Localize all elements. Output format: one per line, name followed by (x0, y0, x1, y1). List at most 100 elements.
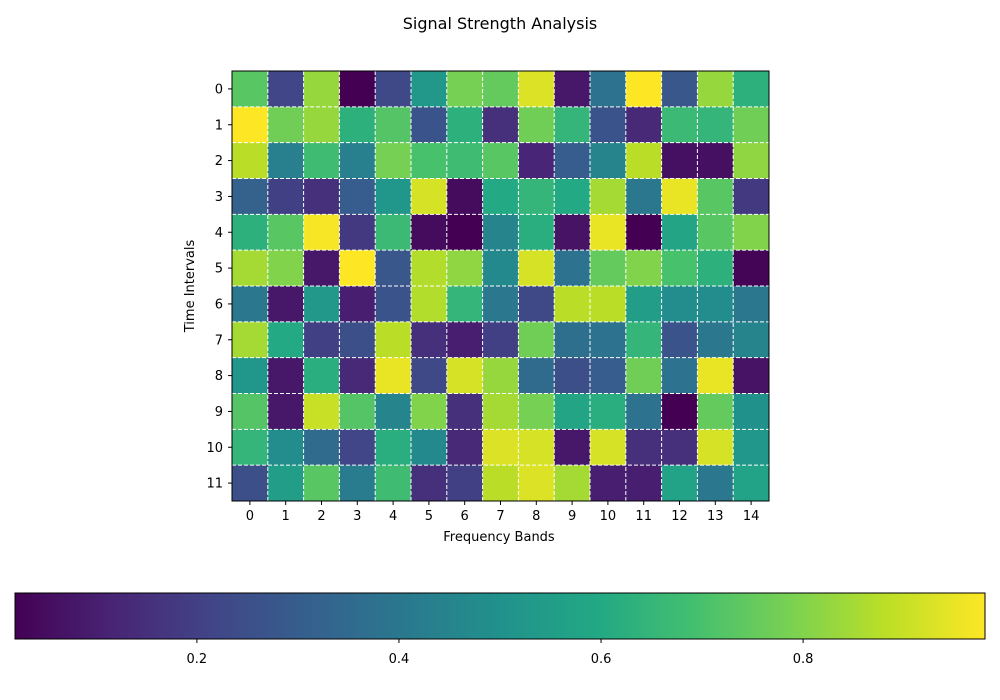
heatmap-cell (482, 142, 519, 179)
heatmap-cell (554, 357, 591, 394)
heatmap-cell (232, 321, 269, 359)
heatmap-cell (375, 214, 412, 251)
heatmap-cell (518, 286, 555, 323)
heatmap-cell (482, 250, 519, 287)
heatmap-cell (482, 286, 519, 323)
heatmap-cell (411, 214, 448, 251)
heatmap-cell (303, 106, 340, 144)
heatmap-cell (554, 321, 591, 359)
y-tick-label: 7 (215, 333, 223, 348)
heatmap-cell (661, 286, 698, 323)
heatmap-cell (446, 106, 484, 144)
heatmap-cell (733, 321, 770, 359)
heatmap-cell (697, 142, 734, 179)
heatmap-cell (733, 214, 770, 251)
heatmap-cell (446, 178, 484, 215)
heatmap-cell (411, 465, 448, 502)
heatmap-cell (554, 178, 591, 215)
heatmap-cell (375, 429, 412, 466)
heatmap-cell (482, 321, 519, 359)
heatmap-cell (375, 321, 412, 359)
heatmap-cell (303, 286, 340, 323)
heatmap-cell (411, 250, 448, 287)
heatmap-cell (697, 286, 734, 323)
heatmap-cell (232, 393, 269, 430)
heatmap-cell (375, 106, 412, 144)
colorbar-tick-label: 0.8 (793, 652, 814, 667)
heatmap-cell (339, 393, 376, 430)
heatmap-cell (625, 321, 663, 359)
heatmap-cell (590, 357, 627, 394)
heatmap-cell (625, 106, 663, 144)
heatmap-cell (518, 250, 555, 287)
heatmap-cell (733, 357, 770, 394)
heatmap-cell (590, 250, 627, 287)
heatmap-cell (590, 286, 627, 323)
heatmap-cell (697, 178, 734, 215)
x-tick-label: 4 (389, 509, 397, 524)
heatmap-cell (446, 357, 484, 394)
x-axis-ticks: 0 1 2 3 4 5 6 7 8 9 10 11 12 13 14 (246, 501, 759, 524)
heatmap-cell (482, 429, 519, 466)
y-tick-label: 5 (215, 262, 223, 277)
heatmap-cell (303, 429, 340, 466)
heatmap-cell (697, 429, 734, 466)
heatmap-cell (661, 142, 698, 179)
heatmap-cell (661, 465, 698, 502)
heatmap-cell (267, 465, 305, 502)
x-tick-label: 12 (671, 509, 688, 524)
heatmap-cell (339, 465, 376, 502)
x-tick-label: 2 (317, 509, 325, 524)
heatmap-cell (554, 393, 591, 430)
heatmap-cell (482, 465, 519, 502)
heatmap-cell (733, 393, 770, 430)
heatmap-cell (590, 429, 627, 466)
heatmap-cell (232, 286, 269, 323)
heatmap-cell (446, 214, 484, 251)
heatmap-cell (375, 250, 412, 287)
heatmap-cell (518, 71, 555, 108)
heatmap-cell (411, 71, 448, 108)
heatmap-cell (232, 106, 269, 144)
y-axis-ticks: 0 1 2 3 4 5 6 7 8 9 10 11 (206, 82, 232, 492)
heatmap-cell (733, 429, 770, 466)
colorbar-tick-label: 0.4 (389, 652, 410, 667)
chart-title: Signal Strength Analysis (403, 14, 597, 33)
heatmap-cell (518, 178, 555, 215)
heatmap-cell (625, 429, 663, 466)
heatmap-cell (411, 321, 448, 359)
heatmap-cell (446, 142, 484, 179)
heatmap-cell (232, 250, 269, 287)
heatmap-cell (339, 250, 376, 287)
heatmap-cell (733, 286, 770, 323)
x-tick-label: 7 (496, 509, 504, 524)
heatmap-cell (267, 321, 305, 359)
heatmap-cell (411, 178, 448, 215)
heatmap-cell (554, 465, 591, 502)
x-tick-label: 9 (568, 509, 576, 524)
heatmap-cell (625, 465, 663, 502)
y-tick-label: 10 (206, 441, 223, 456)
heatmap-cell (625, 178, 663, 215)
heatmap-cell (375, 357, 412, 394)
heatmap-cell (411, 106, 448, 144)
heatmap-cell (446, 286, 484, 323)
heatmap-cell (482, 214, 519, 251)
heatmap-cell (554, 429, 591, 466)
heatmap-cell (697, 357, 734, 394)
colorbar-tick-label: 0.6 (591, 652, 612, 667)
heatmap-cell (697, 214, 734, 251)
heatmap-cell (518, 214, 555, 251)
x-tick-label: 0 (246, 509, 254, 524)
heatmap-cell (411, 357, 448, 394)
heatmap-cell (303, 178, 340, 215)
heatmap-cell (590, 321, 627, 359)
heatmap-cell (661, 250, 698, 287)
heatmap-cell (733, 106, 770, 144)
x-tick-label: 6 (461, 509, 469, 524)
heatmap-cell (232, 429, 269, 466)
heatmap-cell (590, 214, 627, 251)
heatmap-cell (733, 465, 770, 502)
